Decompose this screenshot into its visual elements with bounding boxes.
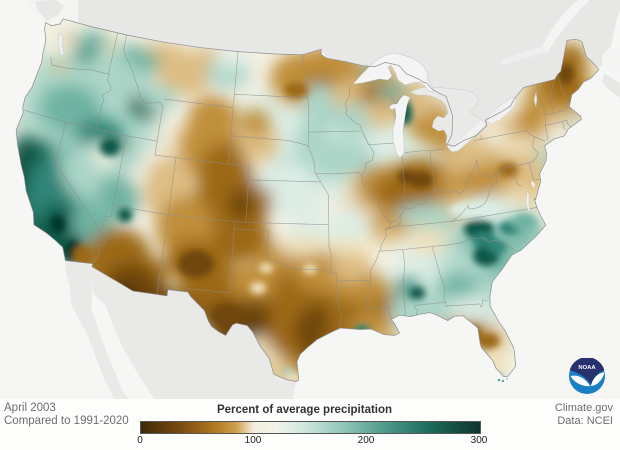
svg-text:NOAA: NOAA [578, 365, 596, 371]
